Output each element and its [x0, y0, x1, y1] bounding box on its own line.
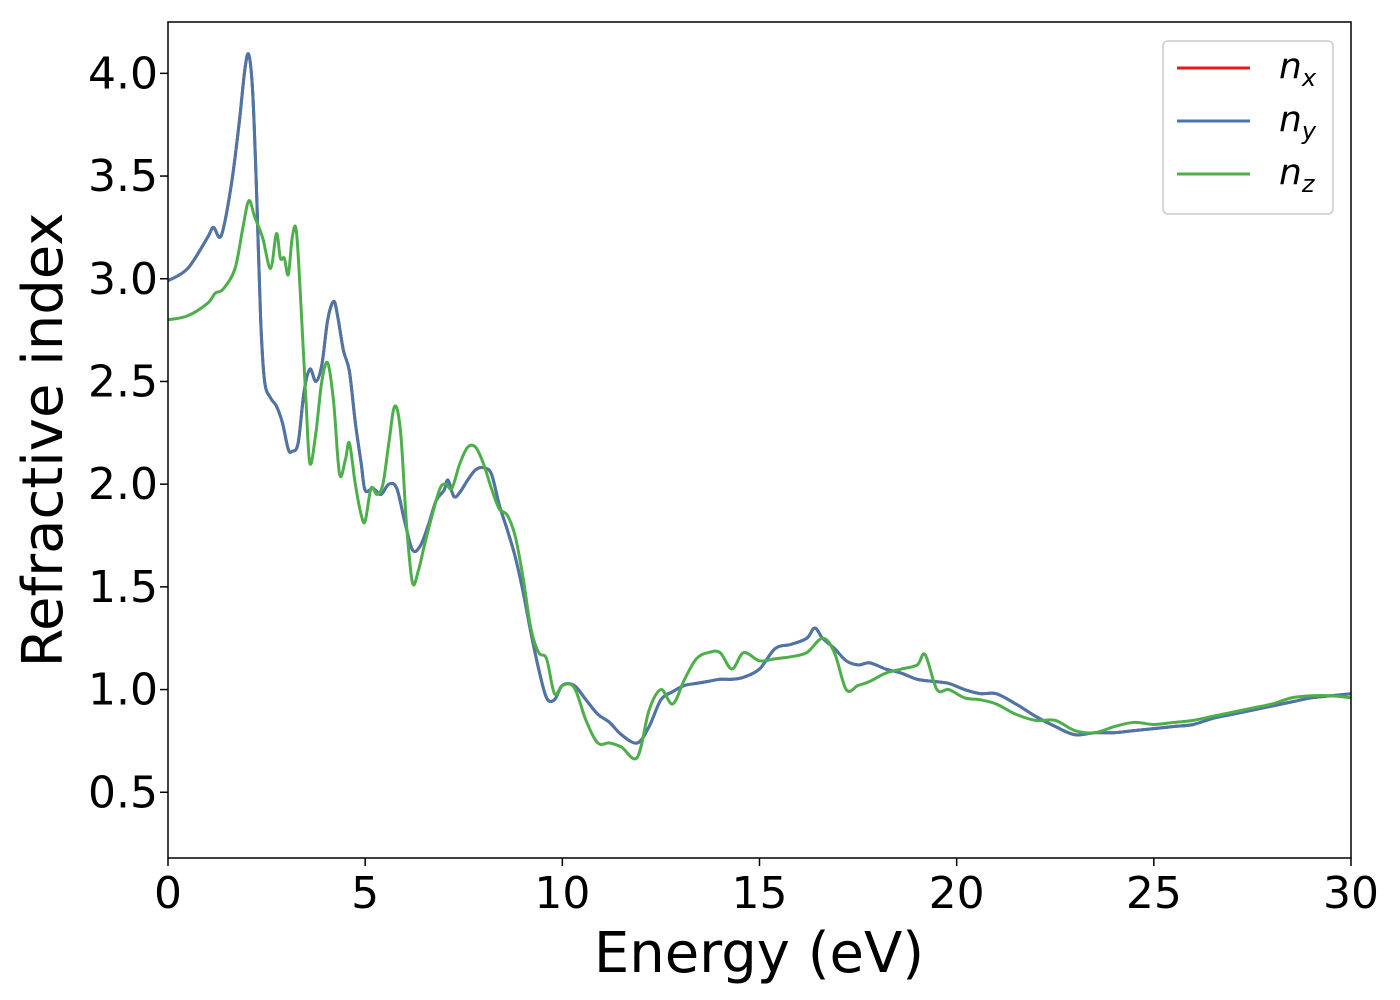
series-line-ny: [168, 52, 1351, 745]
series-layer: [168, 52, 1351, 761]
x-tick-label: 5: [351, 868, 379, 919]
x-tick-label: 15: [732, 868, 788, 919]
x-tick-label: 30: [1323, 868, 1379, 919]
x-tick-label: 10: [534, 868, 590, 919]
y-tick-label: 2.5: [88, 356, 158, 407]
y-tick-label: 3.0: [88, 254, 158, 305]
series-line-nz: [168, 199, 1351, 761]
tick-layer: 0 5 10 15 20 25 30 0.5 1.0 1.5 2.0 2.5 3.0 3.5 4.0: [88, 48, 1379, 919]
x-tick-label: 25: [1126, 868, 1182, 919]
x-tick-label: 20: [929, 868, 985, 919]
x-tick-label: 0: [154, 868, 182, 919]
y-tick-label: 0.5: [88, 767, 158, 818]
y-tick-label: 4.0: [88, 48, 158, 99]
legend-box: [1162, 40, 1334, 215]
y-axis-label: Refractive index: [11, 213, 76, 668]
x-axis-label: Energy (eV): [594, 921, 924, 986]
y-tick-label: 1.0: [88, 665, 158, 716]
y-tick-label: 1.5: [88, 562, 158, 613]
y-tick-label: 3.5: [88, 151, 158, 202]
y-tick-label: 2.0: [88, 459, 158, 510]
